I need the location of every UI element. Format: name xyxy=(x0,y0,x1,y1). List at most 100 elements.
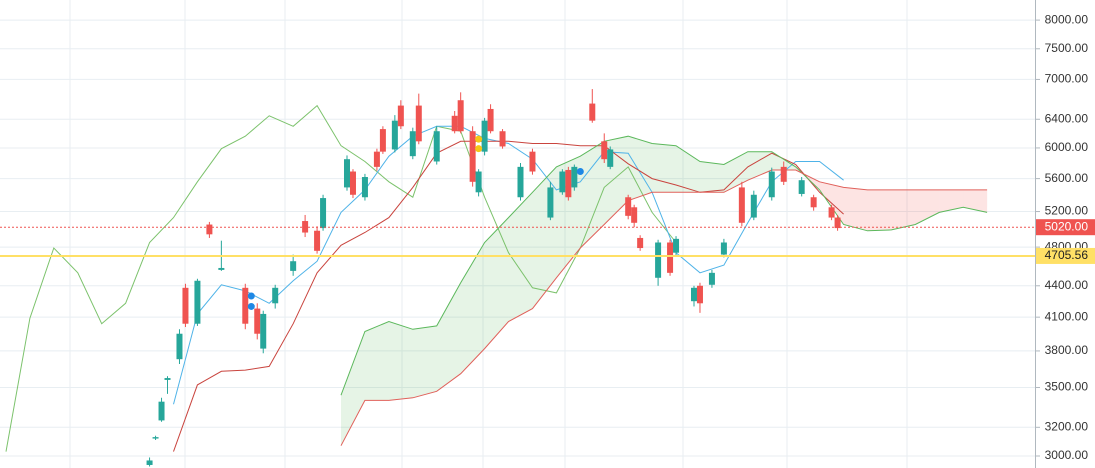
candle-body xyxy=(391,120,398,150)
candle-body xyxy=(242,287,249,324)
candle-body xyxy=(314,230,321,251)
cloud-segment xyxy=(460,242,485,374)
price-badge-label: 4705.56 xyxy=(1045,248,1089,262)
signal-dot xyxy=(576,168,584,176)
candle-body xyxy=(457,100,464,132)
indicator-line xyxy=(340,135,988,396)
cloud-segment xyxy=(341,331,365,446)
candle-body xyxy=(176,333,183,360)
candle-body xyxy=(696,285,703,304)
candle-body xyxy=(361,177,368,198)
candle-body xyxy=(475,171,482,193)
y-tick-label: 3200.00 xyxy=(1045,419,1089,433)
candle-body xyxy=(397,105,404,127)
candle-body xyxy=(738,187,745,223)
cloud-segment xyxy=(652,143,677,193)
y-tick-label: 6400.00 xyxy=(1045,111,1089,125)
candle-body xyxy=(667,242,674,273)
y-tick-label: 3500.00 xyxy=(1045,380,1089,394)
cloud-segment xyxy=(915,189,940,225)
y-tick-label: 6000.00 xyxy=(1045,140,1089,154)
cloud-segment xyxy=(891,189,916,230)
candle-body xyxy=(254,308,261,334)
indicator-line xyxy=(173,125,844,405)
candle-body xyxy=(349,171,356,195)
candle-body xyxy=(828,207,835,218)
cloud-segment xyxy=(939,189,964,213)
candle-body xyxy=(810,197,817,208)
candle-body xyxy=(260,313,267,349)
cloud-segment xyxy=(412,325,437,398)
signal-dot xyxy=(475,135,483,143)
candle-body xyxy=(720,242,727,255)
signal-dot xyxy=(247,292,255,300)
y-tick-label: 3800.00 xyxy=(1045,343,1089,357)
cloud-segment xyxy=(699,161,724,193)
candle-body xyxy=(469,131,476,182)
candle-body xyxy=(499,131,506,147)
candle-body xyxy=(571,166,578,188)
candle-body xyxy=(206,224,213,235)
candle-body xyxy=(158,401,165,421)
candle-body xyxy=(690,287,697,302)
price-badge-label: 5020.00 xyxy=(1045,219,1089,233)
candle-body xyxy=(631,207,638,223)
candle-body xyxy=(780,166,787,182)
cloud-segment xyxy=(676,145,700,193)
candle-body xyxy=(409,131,416,157)
candle-body xyxy=(320,198,327,229)
candle-body xyxy=(152,437,159,439)
candle-body xyxy=(146,460,153,465)
candle-body xyxy=(290,261,297,271)
candle-body xyxy=(517,166,524,198)
candle-body xyxy=(589,103,596,121)
candle-body xyxy=(272,287,279,304)
y-tick-label: 5600.00 xyxy=(1045,171,1089,185)
candle-body xyxy=(373,151,380,167)
candle-body xyxy=(565,169,572,198)
candle-body xyxy=(529,151,536,172)
y-tick-label: 4400.00 xyxy=(1045,278,1089,292)
candle-body xyxy=(673,238,680,253)
cloud-segment xyxy=(388,321,413,401)
candle-body xyxy=(415,105,422,142)
candle-body xyxy=(607,149,614,167)
y-tick-label: 4100.00 xyxy=(1045,309,1089,323)
cloud-segment xyxy=(843,187,868,231)
candle-body xyxy=(433,131,440,162)
candle-body xyxy=(750,194,757,218)
cloud-segment xyxy=(628,136,653,201)
y-tick-label: 7000.00 xyxy=(1045,72,1089,86)
indicator-line xyxy=(5,104,677,452)
price-badge xyxy=(1036,219,1095,236)
candle-body xyxy=(601,141,608,160)
y-tick-label: 3000.00 xyxy=(1045,448,1089,462)
y-tick-label: 7500.00 xyxy=(1045,41,1089,55)
vertical-grid xyxy=(69,0,908,468)
candle-body xyxy=(625,197,632,216)
candle-body xyxy=(164,378,171,380)
candle-body xyxy=(182,287,189,324)
y-tick-label: 8000.00 xyxy=(1045,12,1089,26)
candle-body xyxy=(708,272,715,285)
candle-body xyxy=(379,129,386,152)
candle-body xyxy=(559,171,566,193)
price-badge xyxy=(1036,247,1095,264)
candle-body xyxy=(655,242,662,278)
cloud-segment xyxy=(484,217,509,349)
candle-body xyxy=(487,108,494,132)
y-tick-label: 5200.00 xyxy=(1045,204,1089,218)
candle-body xyxy=(481,120,488,152)
candle-body xyxy=(834,217,841,229)
candle-body xyxy=(547,187,554,218)
candle-body xyxy=(194,280,201,324)
candle-body xyxy=(768,171,775,198)
cloud-segment xyxy=(580,141,605,249)
signal-dot xyxy=(247,302,255,310)
indicator-line xyxy=(340,169,988,446)
candle-body xyxy=(637,237,644,249)
indicator-line xyxy=(173,140,844,452)
cloud-segment xyxy=(364,321,389,401)
candle-body xyxy=(451,115,458,132)
